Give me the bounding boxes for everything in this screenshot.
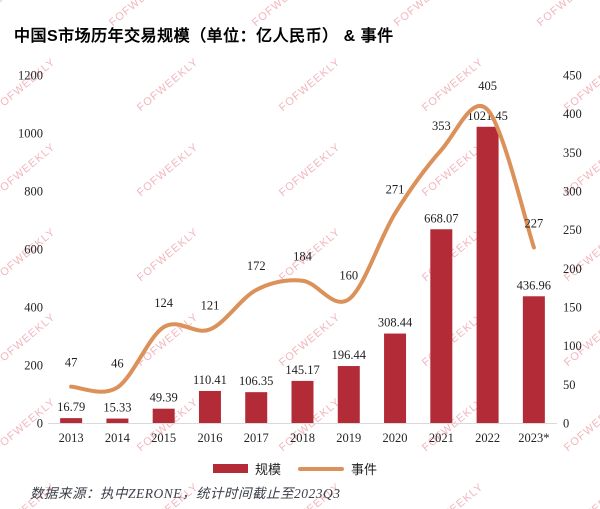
bar-value-label: 308.44 bbox=[378, 316, 413, 330]
y-axis-right-tick: 250 bbox=[563, 223, 582, 237]
y-axis-left-tick: 800 bbox=[24, 185, 43, 199]
x-axis-label: 2014 bbox=[105, 431, 131, 445]
y-axis-left-tick: 600 bbox=[24, 243, 43, 257]
y-axis-left-tick: 1000 bbox=[18, 127, 43, 141]
legend-line-swatch bbox=[298, 466, 344, 471]
bar-2015 bbox=[152, 408, 175, 423]
event-value-label: 271 bbox=[386, 182, 405, 196]
x-axis-label: 2017 bbox=[244, 431, 269, 445]
event-value-label: 172 bbox=[247, 259, 266, 273]
y-axis-right-tick: 0 bbox=[563, 417, 569, 431]
bar-2018 bbox=[291, 380, 314, 423]
bar-value-label: 1021.45 bbox=[467, 109, 508, 123]
x-axis-label: 2016 bbox=[197, 431, 222, 445]
bar-2023* bbox=[522, 296, 545, 423]
bar-value-label: 436.96 bbox=[517, 278, 551, 292]
legend: 规模 事件 bbox=[0, 459, 600, 478]
bar-2022 bbox=[476, 126, 499, 423]
bar-value-label: 668.07 bbox=[424, 211, 458, 225]
x-axis-label: 2015 bbox=[151, 431, 176, 445]
x-axis-label: 2013 bbox=[59, 431, 84, 445]
bar-value-label: 145.17 bbox=[285, 363, 319, 377]
y-axis-right-tick: 450 bbox=[563, 69, 582, 83]
event-value-label: 124 bbox=[154, 296, 174, 310]
x-axis-label: 2021 bbox=[429, 431, 454, 445]
legend-bar-label: 规模 bbox=[254, 462, 281, 477]
y-axis-left-tick: 200 bbox=[24, 359, 43, 373]
x-axis-label: 2023* bbox=[518, 431, 549, 445]
bar-2013 bbox=[60, 418, 83, 423]
y-axis-right-tick: 200 bbox=[563, 262, 582, 276]
x-axis-label: 2018 bbox=[290, 431, 315, 445]
y-axis-right-tick: 100 bbox=[563, 339, 582, 353]
y-axis-right-tick: 350 bbox=[563, 146, 582, 160]
event-value-label: 46 bbox=[111, 356, 124, 370]
y-axis-left-tick: 400 bbox=[24, 301, 43, 315]
x-axis-label: 2022 bbox=[475, 431, 500, 445]
event-value-label: 353 bbox=[432, 119, 451, 133]
legend-line-label: 事件 bbox=[351, 462, 378, 477]
y-axis-right-tick: 300 bbox=[563, 185, 582, 199]
y-axis-right-tick: 150 bbox=[563, 301, 582, 315]
bar-2019 bbox=[337, 366, 360, 423]
bar-value-label: 49.39 bbox=[150, 391, 178, 405]
y-axis-right-tick: 50 bbox=[563, 378, 576, 392]
source-note: 数据来源：执中ZERONE，统计时间截止至2023Q3 bbox=[30, 486, 341, 501]
bar-2021 bbox=[430, 229, 453, 423]
y-axis-left-tick: 1200 bbox=[18, 69, 43, 83]
event-value-label: 121 bbox=[201, 298, 220, 312]
event-value-label: 227 bbox=[524, 216, 543, 230]
event-value-label: 405 bbox=[478, 79, 497, 93]
y-axis-right-tick: 400 bbox=[563, 107, 582, 121]
bar-value-label: 15.33 bbox=[103, 401, 131, 415]
x-axis-label: 2019 bbox=[336, 431, 361, 445]
bar-value-label: 16.79 bbox=[57, 400, 85, 414]
bar-value-label: 196.44 bbox=[332, 348, 367, 362]
bar-2016 bbox=[198, 390, 221, 423]
legend-bar-swatch bbox=[212, 464, 248, 473]
x-axis-label: 2020 bbox=[383, 431, 408, 445]
bar-2017 bbox=[245, 392, 268, 423]
bar-value-label: 106.35 bbox=[239, 374, 273, 388]
y-axis-left-tick: 0 bbox=[37, 417, 43, 431]
events-line bbox=[69, 104, 536, 394]
bar-2020 bbox=[384, 333, 407, 423]
chart-title: 中国S市场历年交易规模（单位：亿人民币） & 事件 bbox=[14, 28, 394, 45]
event-value-label: 184 bbox=[293, 250, 313, 264]
bar-value-label: 110.41 bbox=[193, 373, 227, 387]
bar-2014 bbox=[106, 418, 129, 423]
event-value-label: 160 bbox=[339, 268, 358, 282]
event-value-label: 47 bbox=[65, 356, 78, 370]
